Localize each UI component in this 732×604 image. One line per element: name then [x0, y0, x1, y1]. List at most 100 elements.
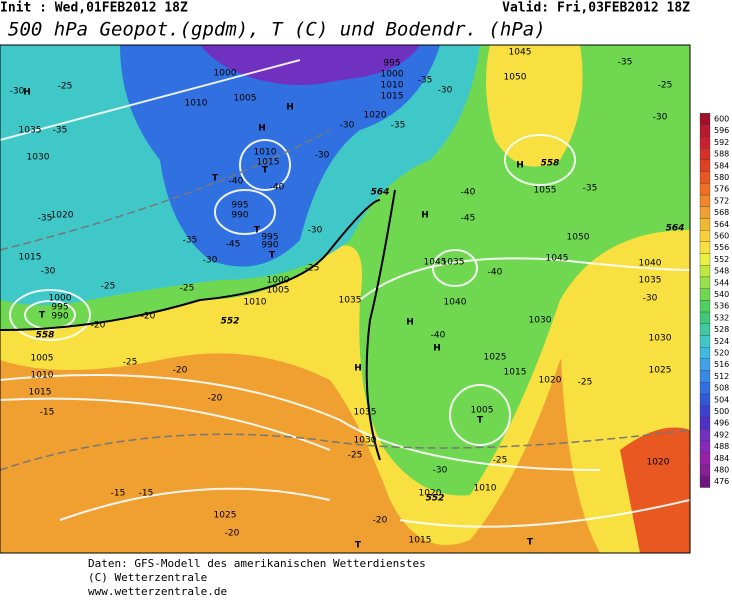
contour-label: 1020 [539, 376, 562, 386]
contour-label: 1020 [419, 489, 442, 499]
contour-label: -30 [433, 466, 448, 476]
pressure-center: T [527, 538, 534, 548]
contour-label: -25 [578, 378, 593, 388]
contour-label: -20 [173, 366, 188, 376]
contour-label: 1035 [354, 408, 377, 418]
contour-label: 1000 [214, 69, 237, 79]
geopotential-label: 564 [371, 188, 390, 198]
contour-label: -25 [123, 358, 138, 368]
contour-label: 1040 [639, 259, 662, 269]
colorbar-label: 496 [714, 419, 729, 428]
pressure-center: H [516, 161, 524, 171]
pressure-center: H [354, 364, 362, 374]
contour-label: -40 [229, 177, 244, 187]
contour-label: 1005 [234, 94, 257, 104]
contour-label: 1045 [546, 254, 569, 264]
colorbar-label: 560 [714, 232, 729, 241]
contour-label: 1010 [474, 484, 497, 494]
colorbar-label: 556 [714, 243, 729, 252]
contour-label: -40 [431, 331, 446, 341]
contour-label: 1035 [339, 296, 362, 306]
contour-label: 1030 [649, 334, 672, 344]
colorbar-swatch [699, 405, 711, 418]
colorbar-label: 520 [714, 349, 729, 358]
contour-label: -25 [101, 282, 116, 292]
colorbar-label: 572 [714, 196, 729, 205]
contour-label: 1005 [31, 354, 54, 364]
colorbar-swatch [699, 393, 711, 406]
contour-label: 1010 [254, 148, 277, 158]
contour-label: -35 [391, 121, 406, 131]
contour-label: 1040 [444, 298, 467, 308]
contour-label: 1020 [364, 111, 387, 121]
pressure-center: T [39, 311, 46, 321]
colorbar-swatch [699, 136, 711, 149]
colorbar-swatch [699, 370, 711, 383]
colorbar-swatch [699, 229, 711, 242]
colorbar-label: 500 [714, 407, 729, 416]
contour-label: 1000 [267, 276, 290, 286]
colorbar-swatch [699, 148, 711, 161]
colorbar-swatch [699, 171, 711, 184]
contour-label: -35 [418, 76, 433, 86]
colorbar-swatch [699, 241, 711, 254]
footer-line: www.wetterzentrale.de [88, 585, 227, 598]
contour-label: 990 [231, 211, 248, 221]
pressure-center: T [269, 251, 276, 261]
contour-label: 1005 [267, 286, 290, 296]
colorbar-swatch [699, 382, 711, 395]
contour-label: -30 [203, 256, 218, 266]
geopotential-label: 552 [221, 317, 240, 327]
contour-label: 995 [383, 59, 400, 69]
colorbar-label: 584 [714, 161, 729, 170]
contour-label: -25 [348, 451, 363, 461]
colorbar-swatch [699, 335, 711, 348]
contour-label: 1020 [647, 458, 670, 468]
colorbar-label: 532 [714, 313, 729, 322]
contour-label: -35 [183, 236, 198, 246]
contour-label: -25 [305, 264, 320, 274]
contour-label: -30 [438, 86, 453, 96]
contour-label: 1000 [49, 294, 72, 304]
colorbar-label: 508 [714, 384, 729, 393]
colorbar-swatch [699, 311, 711, 324]
pressure-center: T [262, 166, 269, 176]
contour-label: -30 [315, 151, 330, 161]
contour-label: -15 [111, 489, 126, 499]
contour-label: 1010 [185, 99, 208, 109]
contour-label: 1005 [471, 406, 494, 416]
pressure-center: H [406, 318, 414, 328]
colorbar-label: 552 [714, 255, 729, 264]
contour-label: -25 [180, 284, 195, 294]
colorbar-label: 548 [714, 267, 729, 276]
pressure-center: H [258, 124, 266, 134]
contour-label: 1030 [27, 153, 50, 163]
contour-label: 990 [51, 312, 68, 322]
colorbar-swatch [699, 124, 711, 137]
colorbar-label: 524 [714, 337, 729, 346]
pressure-center: T [212, 174, 219, 184]
colorbar-swatch [699, 159, 711, 172]
colorbar-swatch [699, 417, 711, 430]
colorbar-swatch [699, 428, 711, 441]
pressure-center: H [286, 103, 294, 113]
contour-label: -30 [308, 226, 323, 236]
contour-label: 995 [51, 303, 68, 313]
colorbar-label: 564 [714, 220, 729, 229]
valid-time: Valid: Fri,03FEB2012 18Z [502, 1, 690, 16]
colorbar-swatch [699, 323, 711, 336]
map-area [0, 45, 690, 553]
contour-label: -30 [643, 294, 658, 304]
contour-label: -30 [10, 87, 25, 97]
contour-label: 1025 [649, 366, 672, 376]
contour-label: -25 [658, 81, 673, 91]
contour-label: -15 [40, 408, 55, 418]
contour-label: 995 [261, 233, 278, 243]
contour-label: 1015 [381, 92, 404, 102]
contour-label: -30 [340, 121, 355, 131]
contour-label: -35 [583, 184, 598, 194]
geopotential-label: 558 [36, 331, 55, 341]
geopotential-label: 564 [666, 224, 685, 234]
contour-label: 1055 [534, 186, 557, 196]
